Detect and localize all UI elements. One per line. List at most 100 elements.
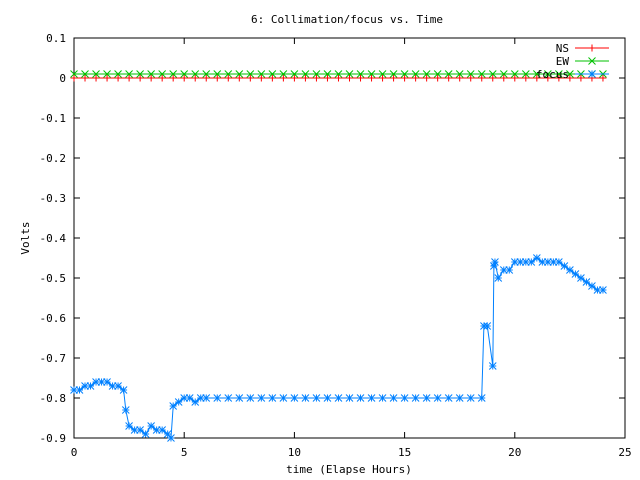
data-point	[412, 74, 420, 82]
x-axis: 0 5 10 15 20 25	[71, 38, 632, 459]
legend-marker	[588, 44, 596, 52]
data-point	[334, 74, 342, 82]
data-point	[279, 74, 287, 82]
data-point	[378, 394, 387, 402]
y-tick-label: -0.6	[40, 312, 67, 325]
data-point	[411, 70, 420, 78]
x-tick-label: 25	[618, 446, 631, 459]
data-point	[235, 394, 244, 402]
data-point	[400, 70, 409, 78]
x-axis-label: time (Elapse Hours)	[286, 463, 412, 476]
data-point	[92, 74, 100, 82]
data-point	[477, 70, 486, 78]
data-point	[510, 258, 519, 266]
data-point	[257, 394, 266, 402]
data-point	[290, 74, 298, 82]
data-point	[466, 394, 475, 402]
data-point	[119, 386, 128, 394]
data-point	[560, 262, 569, 270]
data-point	[268, 74, 276, 82]
data-point	[522, 74, 530, 82]
x-tick-label: 0	[71, 446, 78, 459]
data-point	[500, 74, 508, 82]
data-point	[174, 398, 183, 406]
data-point	[334, 70, 343, 78]
data-point	[599, 286, 607, 294]
data-point	[434, 74, 442, 82]
data-point	[527, 258, 536, 266]
data-point	[246, 74, 254, 82]
legend-marker	[588, 57, 596, 65]
data-point	[378, 70, 387, 78]
data-point	[516, 258, 525, 266]
series-line	[74, 257, 603, 440]
data-point	[81, 74, 89, 82]
data-point	[533, 74, 541, 82]
data-point	[235, 70, 244, 78]
data-point	[566, 74, 574, 82]
data-point	[577, 74, 585, 82]
legend-label: NS	[556, 42, 569, 55]
data-point	[103, 70, 111, 78]
x-tick-label: 10	[288, 446, 301, 459]
data-point	[163, 430, 172, 438]
data-point	[423, 74, 431, 82]
data-point	[147, 74, 155, 82]
y-tick-label: -0.4	[40, 232, 67, 245]
data-point	[92, 70, 100, 78]
data-point	[379, 74, 387, 82]
y-tick-label: -0.7	[40, 352, 67, 365]
data-point	[488, 70, 497, 78]
data-point	[588, 282, 596, 290]
data-point	[141, 430, 150, 438]
data-point	[125, 70, 133, 78]
data-point	[169, 402, 178, 410]
data-point	[312, 74, 320, 82]
y-tick-label: 0	[59, 72, 66, 85]
data-point	[246, 394, 255, 402]
data-point	[478, 74, 486, 82]
data-point	[401, 74, 409, 82]
data-point	[467, 74, 475, 82]
data-point	[114, 382, 122, 390]
data-point	[169, 70, 178, 78]
data-point	[301, 394, 310, 402]
legend-marker	[588, 70, 596, 78]
data-point	[81, 70, 89, 78]
data-point	[521, 70, 530, 78]
plot-frame	[73, 37, 626, 439]
data-point	[70, 74, 78, 82]
data-point	[114, 70, 122, 78]
data-point	[202, 394, 211, 402]
data-point	[444, 394, 453, 402]
data-point	[235, 74, 243, 82]
legend-label: EW	[556, 55, 570, 68]
data-point	[136, 70, 144, 78]
data-point	[202, 74, 210, 82]
data-point	[103, 74, 111, 82]
data-point	[483, 322, 492, 330]
data-point	[422, 70, 431, 78]
data-point	[279, 70, 288, 78]
series-ns	[70, 74, 607, 82]
data-point	[75, 386, 84, 394]
data-point	[191, 70, 200, 78]
data-point	[290, 394, 299, 402]
data-point	[121, 406, 130, 414]
x-tick-label: 20	[508, 446, 521, 459]
data-point	[180, 394, 189, 402]
data-point	[86, 382, 95, 390]
data-point	[489, 74, 497, 82]
chart-title: 6: Collimation/focus vs. Time	[251, 13, 443, 26]
data-point	[356, 394, 365, 402]
data-point	[224, 394, 233, 402]
data-point	[511, 74, 519, 82]
data-point	[455, 70, 464, 78]
data-point	[246, 70, 255, 78]
data-point	[433, 394, 442, 402]
data-point	[389, 70, 398, 78]
data-point	[136, 426, 144, 434]
data-point	[555, 74, 563, 82]
data-point	[312, 394, 321, 402]
